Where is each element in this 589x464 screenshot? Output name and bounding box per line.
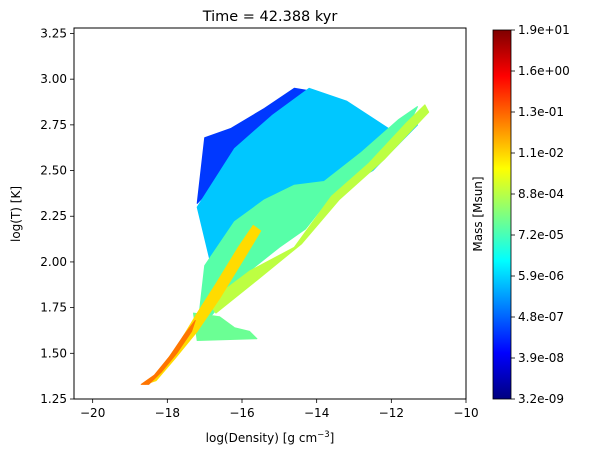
region-cooling-ridge	[144, 224, 262, 385]
colorbar-tick-label: 1.6e+00	[518, 64, 570, 78]
y-tick-label: 1.25	[40, 392, 67, 406]
x-tick-label: −16	[229, 406, 254, 420]
chart-title: Time = 42.388 kyr	[202, 9, 338, 25]
colorbar-ticks: 3.2e-09 3.9e-08 4.8e-07 5.9e-06 7.2e-05 8.8e-…	[511, 23, 570, 406]
y-tick-label: 1.75	[40, 301, 67, 315]
colorbar-tick-label: 1.3e-01	[518, 105, 564, 119]
x-tick-label: −18	[155, 406, 180, 420]
colorbar-label: Mass [Msun]	[471, 176, 485, 251]
region-cool-shelf	[193, 312, 258, 341]
x-tick-label: −10	[453, 406, 478, 420]
x-tick-label: −20	[80, 406, 105, 420]
colorbar-tick-label: 5.9e-06	[518, 269, 564, 283]
region-cold-dense-tail	[140, 319, 196, 385]
y-axis-label: log(T) [K]	[9, 186, 23, 242]
y-tick-label: 2.25	[40, 209, 67, 223]
colorbar-tick-label: 7.2e-05	[518, 228, 564, 242]
x-tick-label: −14	[304, 406, 329, 420]
x-tick-label: −12	[379, 406, 404, 420]
colorbar-tick-label: 3.9e-08	[518, 351, 564, 365]
y-tick-label: 2.75	[40, 118, 67, 132]
y-tick-label: 3.25	[40, 26, 67, 40]
colorbar-tick-label: 8.8e-04	[518, 187, 564, 201]
plot-frame	[73, 27, 467, 400]
x-axis: −20 −18 −16 −14 −12 −10	[80, 399, 479, 420]
y-tick-label: 3.00	[40, 72, 67, 86]
y-tick-label: 1.50	[40, 346, 67, 360]
region-warm-band	[207, 104, 430, 314]
colorbar-tick-label: 3.2e-09	[518, 392, 564, 406]
y-tick-label: 2.50	[40, 164, 67, 178]
colorbar-tick-label: 1.9e+01	[518, 23, 570, 37]
colorbar	[492, 29, 512, 400]
colorbar-tick-label: 4.8e-07	[518, 310, 564, 324]
x-axis-label: log(Density) [g cm−3]	[206, 430, 335, 445]
y-tick-label: 2.00	[40, 255, 67, 269]
colorbar-tick-label: 1.1e-02	[518, 146, 564, 160]
y-axis: 1.25 1.50 1.75 2.00 2.25 2.50 2.75 3.00 3.25	[40, 26, 74, 406]
plot-regions	[140, 87, 430, 385]
